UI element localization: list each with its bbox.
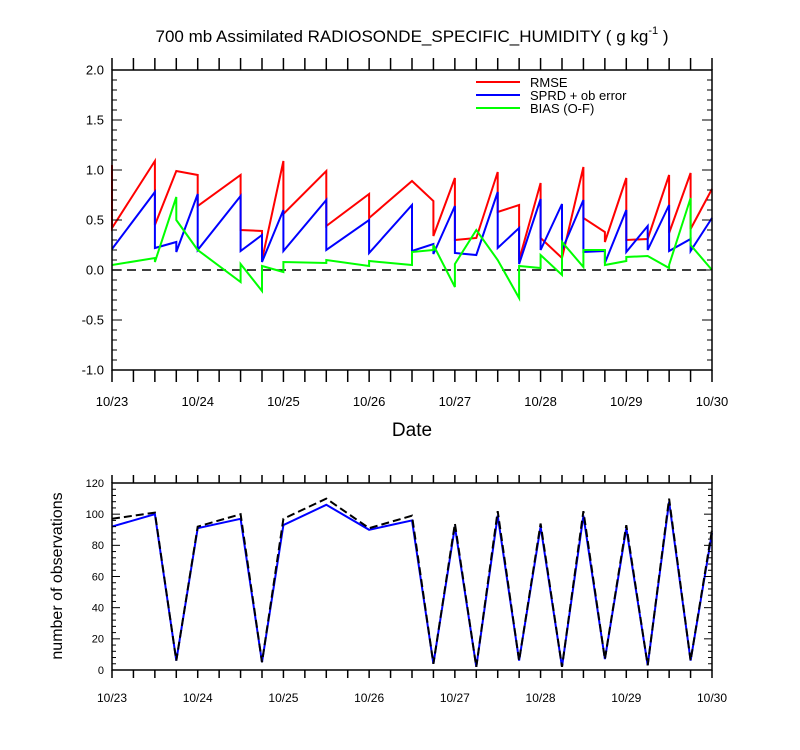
legend-label-2: SPRD + ob error: [530, 88, 627, 103]
x-tick-label: 10/25: [268, 691, 298, 705]
chart-title-main: 700 mb Assimilated RADIOSONDE_SPECIFIC_H…: [156, 27, 649, 46]
x-tick-label: 10/26: [353, 394, 386, 409]
x-tick-label: 10/27: [439, 394, 472, 409]
x-tick-label: 10/28: [524, 394, 557, 409]
y-tick-label: 1.0: [86, 163, 104, 178]
x-tick-label: 10/23: [97, 691, 127, 705]
y-tick-label: -0.5: [82, 313, 104, 328]
chart-title-suffix: ): [658, 27, 668, 46]
plot-frame: [111, 482, 713, 671]
x-tick-label: 10/29: [611, 691, 641, 705]
x-tick-label: 10/30: [697, 691, 727, 705]
series-line-2: [111, 189, 713, 265]
y-tick-label: 0.5: [86, 213, 104, 228]
y-tick-label: 0.0: [86, 263, 104, 278]
chart-title-superscript: -1: [648, 25, 658, 37]
x-tick-label: 10/30: [696, 394, 729, 409]
bottom-y-axis-title: number of observations: [49, 492, 66, 659]
y-tick-label: 0: [98, 665, 104, 677]
top-x-axis-title: Date: [392, 420, 432, 441]
y-tick-label: 100: [86, 509, 104, 521]
legend-label-3: BIAS (O-F): [530, 101, 594, 116]
series-line-2: [111, 497, 713, 668]
y-tick-label: 20: [92, 634, 104, 646]
x-tick-label: 10/24: [181, 394, 214, 409]
top-panel: -1.0 -0.5 0.0 0.5 1.0 1.5 2.0 10/23 10/24 10/25 10…: [82, 58, 729, 409]
y-tick-label: 120: [86, 478, 104, 490]
y-tick-label: 60: [92, 571, 104, 583]
chart-title: 700 mb Assimilated RADIOSONDE_SPECIFIC_H…: [156, 25, 669, 46]
y-tick-label: 80: [92, 540, 104, 552]
y-tick-label: 2.0: [86, 63, 104, 78]
x-tick-label: 10/28: [526, 691, 556, 705]
x-tick-label: 10/25: [267, 394, 300, 409]
y-tick-label: 1.5: [86, 113, 104, 128]
legend-label-1: RMSE: [530, 75, 568, 90]
x-tick-label: 10/27: [440, 691, 470, 705]
x-tick-label: 10/24: [183, 691, 213, 705]
y-tick-label: -1.0: [82, 363, 104, 378]
bottom-panel: 0 20 40 60 80 100 120 10/23 10/24 10/25 10/26 10/27…: [86, 475, 727, 705]
series-line-1: [111, 501, 713, 668]
x-tick-label: 10/26: [354, 691, 384, 705]
series-line-3: [111, 196, 713, 302]
x-tick-label: 10/29: [610, 394, 643, 409]
x-tick-label: 10/23: [96, 394, 129, 409]
y-tick-label: 40: [92, 603, 104, 615]
